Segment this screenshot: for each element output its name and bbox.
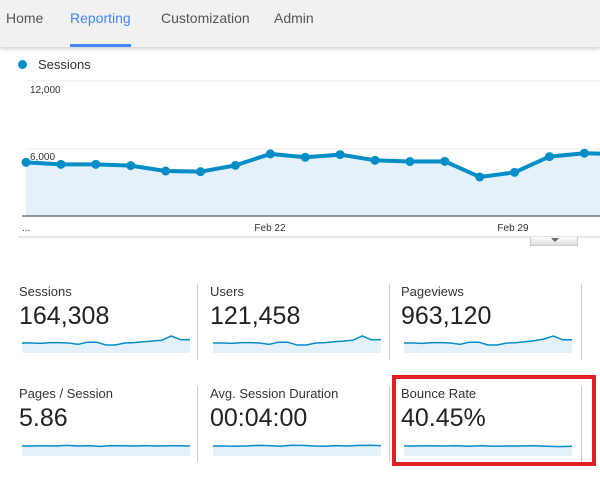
- tab-home[interactable]: Home: [6, 10, 44, 26]
- data-point[interactable]: [545, 152, 554, 162]
- sparkline-area: [22, 445, 190, 456]
- divider: [581, 284, 582, 360]
- data-point[interactable]: [440, 156, 450, 166]
- sparkline-area: [404, 336, 572, 353]
- sparkline: [404, 335, 572, 353]
- y-tick-6000: 6,000: [30, 152, 55, 163]
- x-tick-feb22: Feb 22: [254, 223, 286, 234]
- highlight-box: [392, 375, 596, 466]
- data-point[interactable]: [265, 149, 275, 159]
- tab-reporting[interactable]: Reporting: [70, 10, 131, 26]
- metric-value: 164,308: [19, 302, 110, 330]
- sparkline-area: [213, 445, 381, 456]
- data-point[interactable]: [579, 148, 589, 158]
- tab-customization[interactable]: Customization: [161, 10, 250, 26]
- metric-bounce-rate[interactable]: Bounce Rate 40.45%: [401, 386, 581, 433]
- metric-label: Pageviews: [401, 284, 464, 299]
- metric-label: Pages / Session: [19, 386, 113, 401]
- sparkline-area: [213, 336, 381, 353]
- metric-pageviews[interactable]: Pageviews 963,120: [401, 284, 581, 331]
- metric-users[interactable]: Users 121,458: [210, 284, 390, 331]
- divider: [197, 284, 198, 360]
- sparkline: [404, 445, 573, 456]
- metric-avg-session-duration[interactable]: Avg. Session Duration 00:04:00: [210, 386, 390, 433]
- sparkline-line: [213, 444, 382, 447]
- metric-value: 121,458: [210, 302, 301, 330]
- data-point[interactable]: [405, 157, 415, 167]
- data-point[interactable]: [21, 157, 31, 167]
- sparkline-area: [22, 336, 190, 353]
- sparkline: [213, 335, 382, 353]
- metric-value: 963,120: [401, 302, 492, 330]
- data-point[interactable]: [56, 159, 66, 169]
- metric-value: 5.86: [19, 404, 68, 432]
- top-nav: Home Reporting Customization Admin: [0, 0, 600, 47]
- sparkline-area: [404, 445, 572, 456]
- metric-pages-per-session[interactable]: Pages / Session 5.86: [19, 386, 199, 433]
- triangle-down-icon: [551, 238, 559, 242]
- data-point[interactable]: [335, 150, 345, 160]
- divider: [389, 284, 390, 360]
- metric-label: Bounce Rate: [401, 386, 477, 401]
- data-point[interactable]: [161, 166, 171, 176]
- sparkline-line: [22, 335, 191, 346]
- divider: [389, 386, 390, 462]
- x-tick-feb29: Feb 29: [497, 223, 529, 234]
- metric-label: Users: [210, 284, 244, 299]
- sessions-chart: 12,000 6,000 ... Feb 22 Feb 29: [18, 80, 600, 238]
- data-point[interactable]: [300, 152, 310, 162]
- sparkline: [213, 444, 382, 456]
- sparkline-line: [213, 335, 382, 346]
- data-point[interactable]: [196, 167, 205, 177]
- tab-admin[interactable]: Admin: [274, 10, 314, 26]
- x-tick-start: ...: [22, 223, 30, 234]
- active-tab-indicator: [70, 44, 131, 47]
- sparkline-line: [404, 335, 572, 346]
- divider: [581, 386, 582, 462]
- y-tick-12000: 12,000: [30, 85, 61, 96]
- data-point[interactable]: [91, 159, 101, 169]
- legend-dot-icon: [18, 60, 27, 69]
- metric-value: 00:04:00: [210, 404, 308, 432]
- data-point[interactable]: [510, 167, 520, 177]
- sessions-line: [25, 151, 600, 179]
- chart-expand-button[interactable]: [530, 237, 578, 246]
- metric-label: Sessions: [19, 284, 72, 299]
- sparkline-line: [404, 445, 573, 448]
- metric-sessions[interactable]: Sessions 164,308: [19, 284, 199, 331]
- metric-value: 40.45%: [401, 404, 486, 432]
- data-point[interactable]: [230, 160, 240, 170]
- metric-label: Avg. Session Duration: [210, 386, 339, 401]
- data-point[interactable]: [370, 155, 380, 165]
- sparkline: [22, 444, 191, 456]
- divider: [197, 386, 198, 462]
- sessions-area: [26, 153, 600, 216]
- sparkline: [22, 335, 191, 353]
- legend-sessions[interactable]: Sessions: [38, 57, 91, 72]
- data-point[interactable]: [475, 172, 485, 182]
- sparkline-line: [22, 444, 191, 448]
- data-point[interactable]: [126, 161, 136, 171]
